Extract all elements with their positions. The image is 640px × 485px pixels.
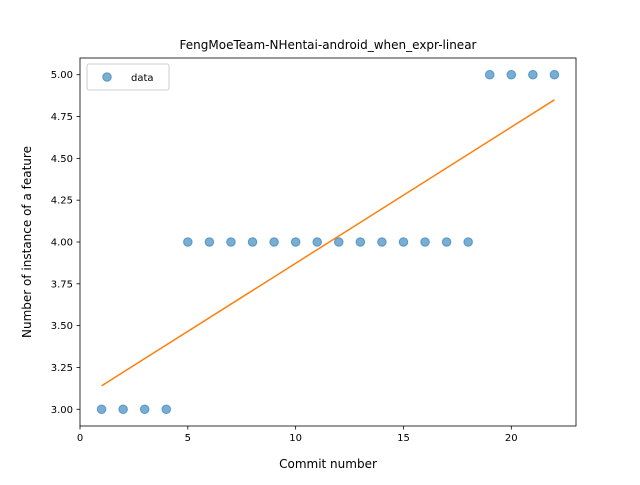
data-point: [528, 69, 538, 80]
data-point: [247, 237, 258, 247]
fit-line: [101, 99, 555, 387]
x-tick-label: 5: [185, 433, 191, 444]
data-point: [226, 237, 236, 247]
x-axis-label: Commit number: [279, 457, 377, 471]
data-point: [333, 237, 344, 247]
data-point: [96, 404, 107, 415]
y-tick-label: 3.00: [51, 405, 73, 416]
legend-marker: [102, 72, 112, 82]
legend-label-data: data: [131, 73, 154, 84]
x-tick-label: 0: [77, 433, 83, 444]
data-point: [441, 237, 452, 247]
y-tick-label: 4.25: [51, 196, 73, 207]
legend: data: [86, 63, 170, 91]
data-point: [355, 237, 366, 247]
data-point: [204, 237, 215, 247]
x-tick-label: 20: [505, 433, 518, 444]
x-tick-label: 10: [289, 433, 302, 444]
data-point: [139, 404, 150, 415]
y-tick-label: 3.75: [51, 279, 73, 290]
y-tick-label: 3.25: [51, 363, 73, 374]
data-point: [118, 404, 128, 415]
data-point: [420, 237, 430, 247]
data-point: [183, 237, 193, 247]
legend-frame: [86, 63, 170, 91]
data-point: [506, 69, 517, 80]
plot-area: [79, 57, 577, 427]
y-axis: 3.00 3.25 3.50 3.75 4.00 4.25 4.50 4.75 5.00: [51, 70, 80, 416]
y-tick-label: 5.00: [51, 70, 73, 81]
data-point: [290, 237, 301, 247]
x-tick-label: 15: [397, 433, 410, 444]
data-point: [484, 69, 495, 80]
x-axis: 0 5 10 15 20: [77, 426, 518, 444]
y-tick-label: 4.00: [51, 238, 73, 249]
y-tick-label: 3.50: [51, 321, 73, 332]
data-point: [398, 237, 409, 247]
data-point: [463, 237, 473, 247]
data-point: [161, 404, 172, 415]
y-tick-label: 4.75: [51, 112, 73, 123]
data-point: [549, 69, 560, 80]
data-point: [312, 237, 323, 247]
data-point: [377, 237, 387, 247]
data-point: [269, 237, 279, 247]
y-axis-label: Number of instance of a feature: [20, 146, 34, 338]
y-tick-label: 4.50: [51, 154, 73, 165]
chart-title: FengMoeTeam-NHentai-android_when_expr-li…: [180, 38, 477, 52]
